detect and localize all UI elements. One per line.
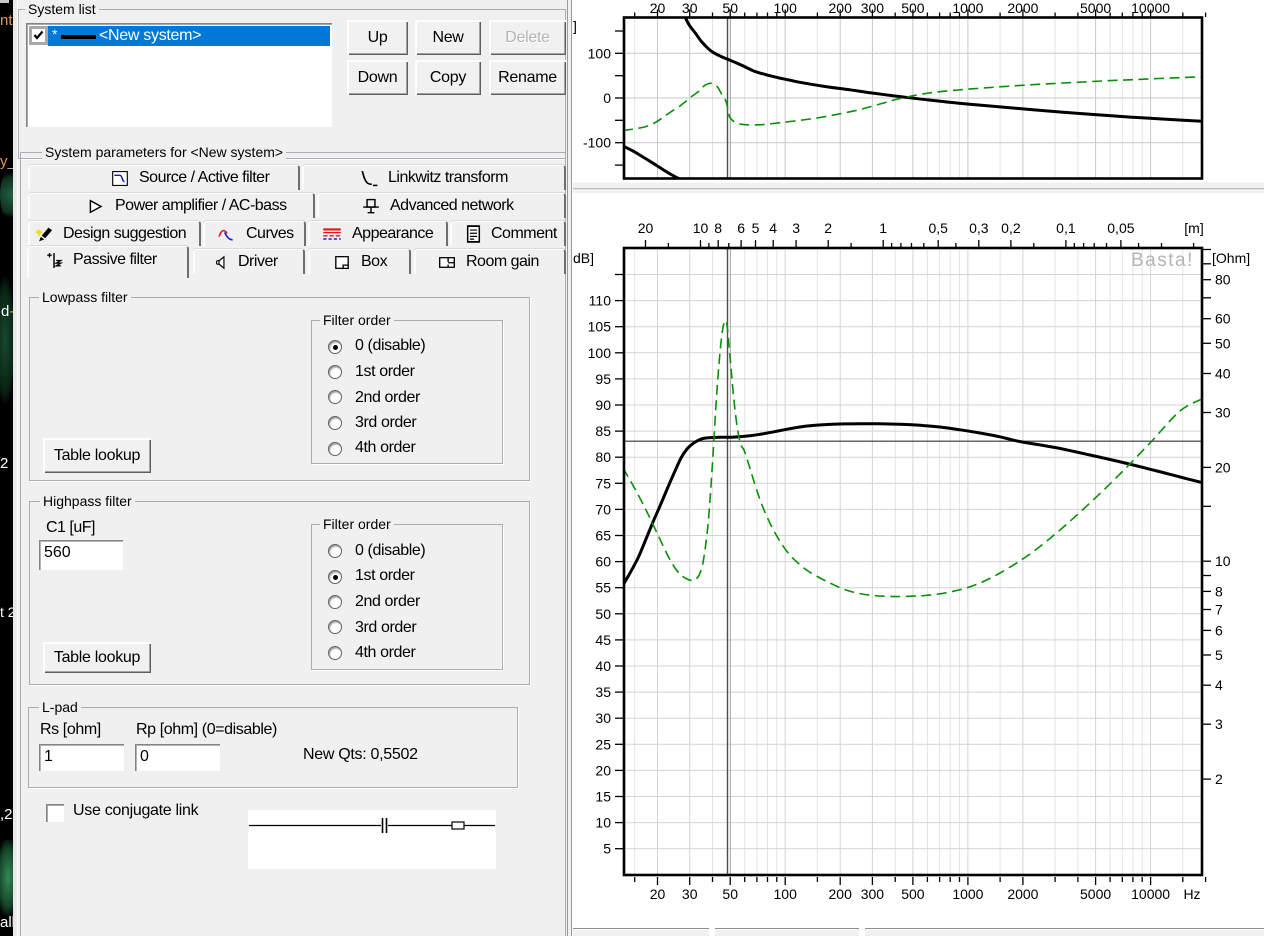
svg-text:25: 25 bbox=[595, 736, 611, 752]
svg-text:80: 80 bbox=[1215, 272, 1231, 288]
svg-text:30: 30 bbox=[682, 886, 698, 902]
svg-text:10: 10 bbox=[693, 220, 709, 236]
svg-text:110: 110 bbox=[589, 293, 612, 309]
svg-text:5000: 5000 bbox=[1080, 0, 1111, 16]
svg-text:40: 40 bbox=[595, 658, 611, 674]
svg-text:4: 4 bbox=[1215, 677, 1223, 693]
svg-text:5: 5 bbox=[1215, 647, 1223, 663]
svg-text:2000: 2000 bbox=[1007, 0, 1038, 16]
svg-text:3: 3 bbox=[1215, 716, 1223, 732]
svg-text:15: 15 bbox=[595, 789, 611, 805]
svg-text:80: 80 bbox=[595, 449, 611, 465]
svg-text:50: 50 bbox=[722, 0, 738, 16]
svg-text:20: 20 bbox=[638, 220, 654, 236]
svg-text:7: 7 bbox=[1215, 602, 1223, 618]
svg-text:[Ohm]: [Ohm] bbox=[1212, 250, 1250, 266]
svg-text:[m]: [m] bbox=[1184, 220, 1203, 236]
svg-text:20: 20 bbox=[650, 0, 666, 16]
svg-text:0,05: 0,05 bbox=[1107, 220, 1134, 236]
svg-text:10: 10 bbox=[1215, 553, 1231, 569]
svg-text:2000: 2000 bbox=[1007, 886, 1038, 902]
svg-text:500: 500 bbox=[901, 0, 925, 16]
svg-text:35: 35 bbox=[595, 684, 611, 700]
svg-text:30: 30 bbox=[595, 710, 611, 726]
svg-text:100: 100 bbox=[774, 0, 798, 16]
svg-text:100: 100 bbox=[588, 345, 612, 361]
svg-text:85: 85 bbox=[595, 423, 611, 439]
svg-text:10000: 10000 bbox=[1131, 886, 1170, 902]
svg-text:1000: 1000 bbox=[952, 886, 983, 902]
svg-text:1000: 1000 bbox=[952, 0, 983, 16]
svg-text:10000: 10000 bbox=[1131, 0, 1170, 16]
svg-text:4: 4 bbox=[769, 220, 777, 236]
svg-text:50: 50 bbox=[722, 886, 738, 902]
svg-text:45: 45 bbox=[595, 632, 611, 648]
svg-text:0,1: 0,1 bbox=[1056, 220, 1076, 236]
svg-text:105: 105 bbox=[588, 319, 612, 335]
svg-text:Hz: Hz bbox=[1183, 886, 1200, 902]
svg-text:0,3: 0,3 bbox=[969, 220, 989, 236]
svg-text:75: 75 bbox=[595, 475, 611, 491]
svg-text:20: 20 bbox=[650, 886, 666, 902]
svg-text:0: 0 bbox=[603, 90, 611, 106]
svg-text:50: 50 bbox=[595, 606, 611, 622]
svg-text:55: 55 bbox=[595, 580, 611, 596]
svg-text:dB]: dB] bbox=[573, 250, 594, 266]
svg-text:40: 40 bbox=[1215, 366, 1231, 382]
svg-text:5: 5 bbox=[752, 220, 760, 236]
svg-text:60: 60 bbox=[1215, 311, 1231, 327]
svg-text:20: 20 bbox=[1215, 459, 1231, 475]
svg-text:1: 1 bbox=[879, 220, 887, 236]
svg-text:50: 50 bbox=[1215, 335, 1231, 351]
svg-text:Basta!: Basta! bbox=[1131, 250, 1194, 271]
svg-text:90: 90 bbox=[595, 397, 611, 413]
svg-text:]: ] bbox=[573, 18, 577, 34]
svg-text:0,5: 0,5 bbox=[928, 220, 948, 236]
svg-text:30: 30 bbox=[1215, 405, 1231, 421]
svg-text:100: 100 bbox=[774, 886, 798, 902]
svg-text:-100: -100 bbox=[583, 135, 611, 151]
svg-text:2: 2 bbox=[1215, 771, 1223, 787]
svg-text:5000: 5000 bbox=[1080, 886, 1111, 902]
svg-text:95: 95 bbox=[595, 371, 611, 387]
svg-text:30: 30 bbox=[682, 0, 698, 16]
svg-text:300: 300 bbox=[861, 886, 885, 902]
svg-text:5: 5 bbox=[603, 841, 611, 857]
svg-text:8: 8 bbox=[1215, 583, 1223, 599]
svg-text:6: 6 bbox=[737, 220, 745, 236]
svg-text:300: 300 bbox=[861, 0, 885, 16]
svg-text:70: 70 bbox=[595, 501, 611, 517]
svg-text:2: 2 bbox=[824, 220, 832, 236]
svg-text:10: 10 bbox=[595, 815, 611, 831]
svg-text:6: 6 bbox=[1215, 622, 1223, 638]
svg-text:100: 100 bbox=[588, 45, 612, 61]
svg-text:200: 200 bbox=[829, 886, 853, 902]
svg-text:60: 60 bbox=[595, 554, 611, 570]
svg-text:500: 500 bbox=[901, 886, 925, 902]
svg-text:200: 200 bbox=[829, 0, 853, 16]
svg-text:20: 20 bbox=[595, 762, 611, 778]
svg-text:8: 8 bbox=[714, 220, 722, 236]
svg-text:0,2: 0,2 bbox=[1001, 220, 1021, 236]
svg-text:65: 65 bbox=[595, 528, 611, 544]
svg-text:3: 3 bbox=[792, 220, 800, 236]
